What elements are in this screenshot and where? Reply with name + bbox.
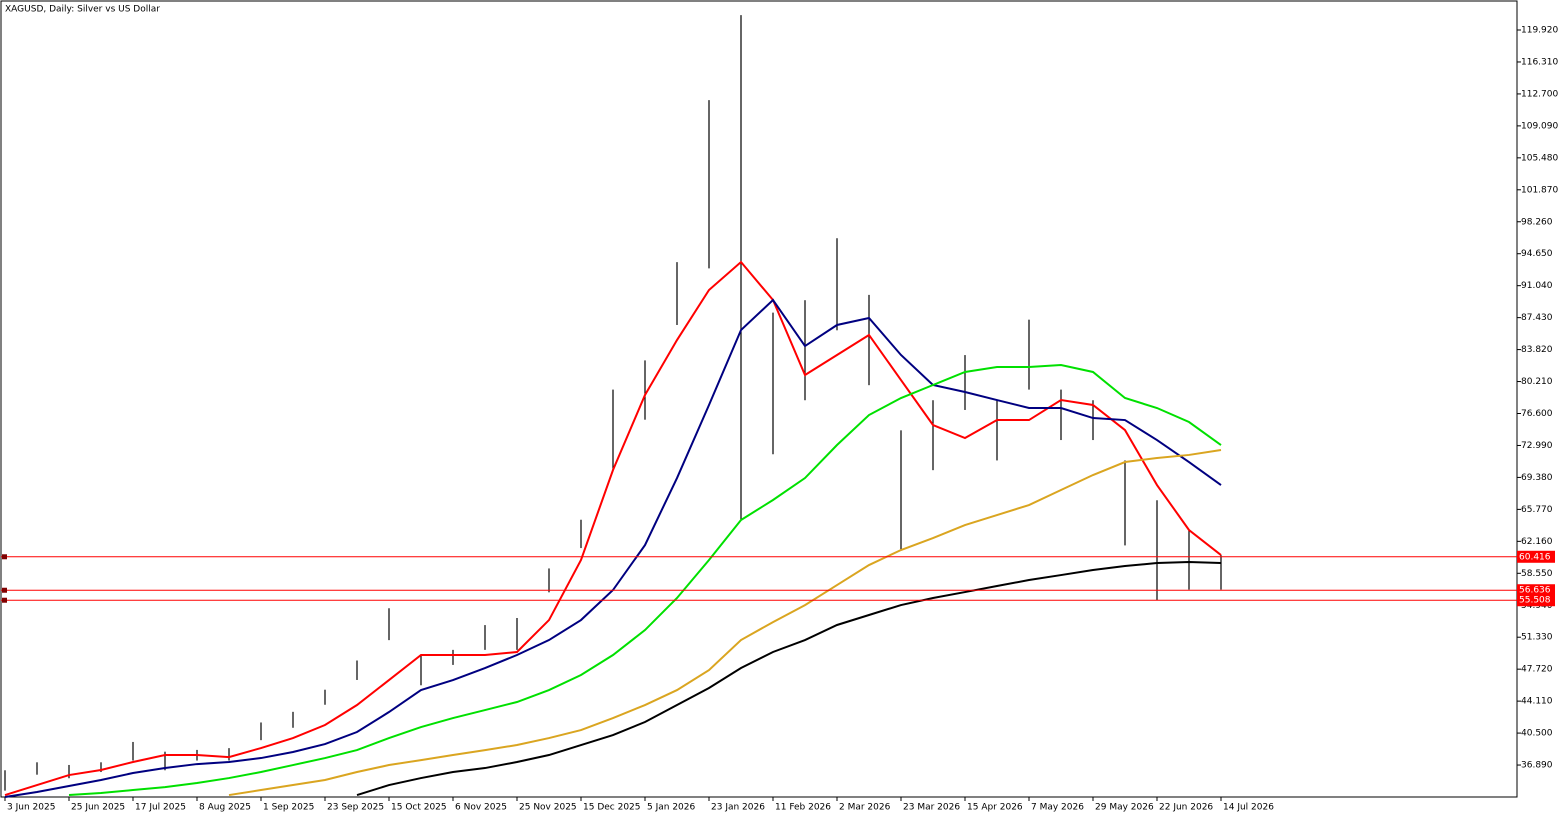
y-tick-label: 62.160 [1521, 537, 1553, 547]
y-tick-label: 101.870 [1521, 185, 1558, 195]
level-label: 56.636 [1519, 586, 1551, 596]
level-marker [2, 597, 7, 603]
x-tick-label: 2 Mar 2026 [839, 803, 891, 813]
x-tick-label: 25 Jun 2025 [71, 803, 125, 813]
chart-title: XAGUSD, Daily: Silver vs US Dollar [5, 5, 160, 15]
y-tick-label: 87.430 [1521, 313, 1553, 323]
x-tick-label: 3 Jun 2025 [7, 803, 55, 813]
moving-average [228, 448, 1222, 797]
x-tick-label: 14 Jul 2026 [1223, 803, 1274, 813]
y-tick-label: 76.600 [1521, 409, 1553, 419]
y-tick-label: 98.260 [1521, 217, 1553, 227]
y-tick-label: 83.820 [1521, 345, 1553, 355]
x-tick-label: 5 Jan 2026 [647, 803, 695, 813]
moving-average [4, 260, 1222, 797]
x-tick-label: 11 Feb 2026 [775, 803, 831, 813]
x-tick-label: 1 Sep 2025 [263, 803, 314, 813]
y-tick-label: 58.550 [1521, 569, 1553, 579]
x-tick-label: 6 Nov 2025 [455, 803, 507, 813]
y-tick-label: 109.090 [1521, 121, 1558, 131]
x-tick-label: 7 May 2026 [1031, 803, 1084, 813]
y-tick-label: 112.700 [1521, 89, 1558, 99]
x-tick-label: 22 Jun 2026 [1159, 803, 1213, 813]
y-tick-label: 69.380 [1521, 473, 1553, 483]
y-tick-label: 80.210 [1521, 377, 1553, 387]
y-tick-label: 40.500 [1521, 729, 1553, 739]
plot-frame [0, 0, 1518, 798]
level-label: 60.416 [1519, 552, 1551, 562]
x-tick-label: 23 Mar 2026 [903, 803, 960, 813]
level-label: 55.508 [1519, 596, 1551, 606]
level-marker [2, 587, 7, 593]
y-tick-label: 47.720 [1521, 665, 1553, 675]
x-tick-label: 17 Jul 2025 [135, 803, 186, 813]
y-tick-label: 65.770 [1521, 505, 1553, 515]
x-tick-label: 25 Nov 2025 [519, 803, 577, 813]
y-tick-label: 36.890 [1521, 761, 1553, 771]
x-tick-label: 23 Jan 2026 [711, 803, 765, 813]
x-tick-label: 15 Dec 2025 [583, 803, 641, 813]
x-tick-label: 15 Oct 2025 [391, 803, 447, 813]
moving-average [356, 561, 1222, 797]
y-tick-label: 44.110 [1521, 697, 1553, 707]
y-tick-label: 119.920 [1521, 26, 1558, 36]
level-label-box [1517, 584, 1555, 597]
x-tick-label: 29 May 2026 [1095, 803, 1154, 813]
y-tick-label: 116.310 [1521, 57, 1558, 67]
x-tick-label: 8 Aug 2025 [199, 803, 251, 813]
level-label-box [1517, 550, 1555, 563]
x-tick-label: 23 Sep 2025 [327, 803, 384, 813]
level-label-box [1517, 594, 1555, 607]
y-tick-label: 105.480 [1521, 153, 1558, 163]
y-tick-label: 72.990 [1521, 441, 1553, 451]
moving-average [68, 363, 1222, 797]
y-tick-label: 51.330 [1521, 633, 1553, 643]
level-marker [2, 554, 7, 560]
y-tick-label: 94.650 [1521, 249, 1553, 259]
y-tick-label: 91.040 [1521, 281, 1553, 291]
x-tick-label: 15 Apr 2026 [967, 803, 1023, 813]
